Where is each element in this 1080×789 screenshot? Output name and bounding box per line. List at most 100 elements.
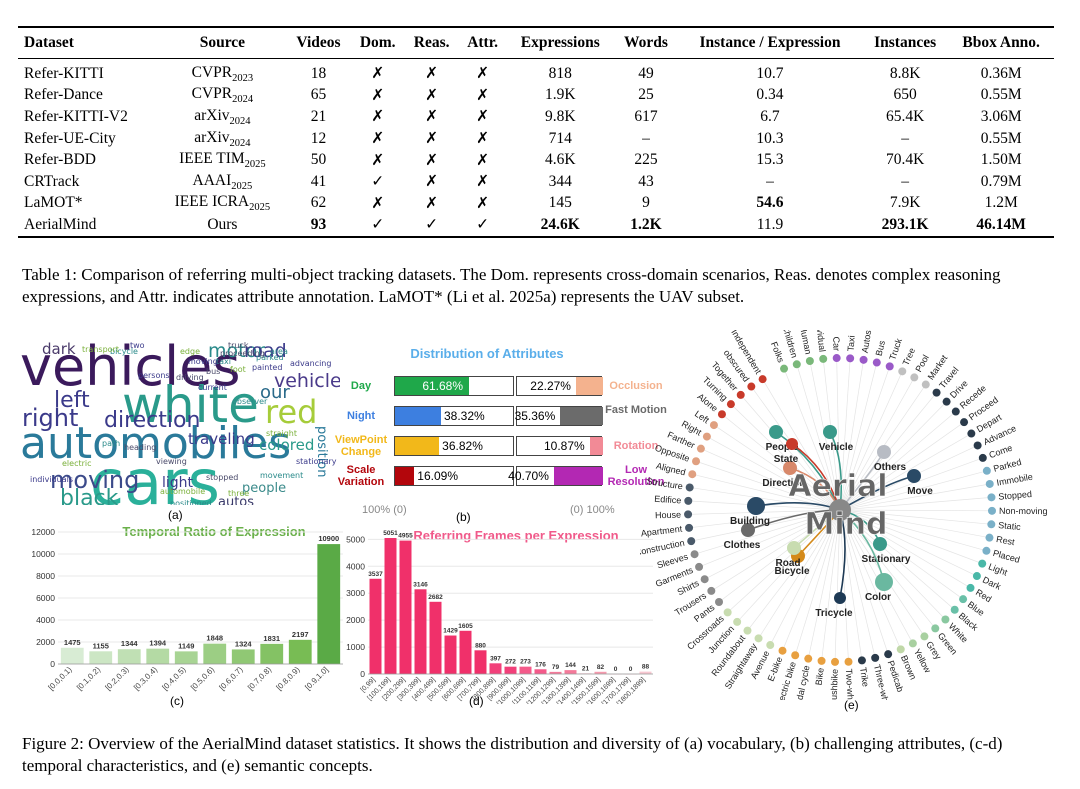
leaf-node (871, 653, 880, 662)
cell-ipe: 15.3 (756, 151, 784, 169)
table-header-3: Dom. (359, 34, 396, 51)
leaf-label: Trike (858, 667, 871, 688)
cell-src: CVPR2023 (191, 63, 254, 84)
leaf-node (684, 510, 693, 519)
concept-link (689, 509, 841, 529)
cell-ipe: – (766, 172, 774, 190)
category-node (741, 523, 755, 537)
word-small: three (228, 489, 250, 498)
leaf-node (966, 583, 975, 592)
bar-value-label: 1155 (93, 641, 109, 650)
bar (564, 670, 577, 674)
temporal-ratio-chart: Temporal Ratio of Expression020004000600… (31, 524, 343, 692)
word-right: right (22, 404, 79, 432)
table-header-4: Reas. (413, 34, 450, 51)
leaf-label: Static (998, 520, 1022, 532)
cell-videos: 62 (310, 194, 327, 212)
leaf-node (987, 520, 996, 529)
attr-bar-right: 35.36% (515, 406, 603, 426)
word-vehicles: vehicles (20, 340, 241, 398)
attr-bar-left: 36.82% (394, 436, 514, 456)
leaf-node (896, 645, 905, 654)
cell-ipe: 10.7 (756, 64, 784, 82)
table-row: LaMOT* IEEE ICRA2025 62 ✗ ✗ ✗ 145 9 54.6 7.9K 1.2M (18, 193, 1054, 215)
leaf-node (898, 367, 907, 376)
leaf-node (707, 586, 716, 595)
concept-link (839, 509, 914, 644)
cell-dataset: Refer-UE-City (24, 129, 116, 147)
cell-dataset: Refer-KITTI-V2 (24, 107, 128, 125)
word-small: transport (82, 345, 119, 354)
word-red: red (265, 393, 318, 431)
cell-dataset: AerialMind (24, 215, 97, 233)
attr-bar-right: 22.27% (516, 376, 603, 396)
word-cloud: vehicles white automobiles cars red left right… (20, 340, 340, 505)
leaf-label: Truck (887, 337, 904, 362)
cell-dom: ✗ (371, 86, 385, 104)
attr-axis-left: 100% (0) (362, 504, 407, 516)
y-tick-label: 10000 (31, 549, 55, 559)
leaf-node (696, 444, 705, 453)
category-label: Color (865, 592, 891, 603)
leaf-node (791, 651, 800, 660)
concept-link (691, 509, 841, 542)
attr-bar-value: 10.87% (543, 439, 585, 453)
leaf-label: Bus (874, 339, 888, 357)
cell-reas: ✗ (425, 108, 439, 126)
bar-value-label: 4955 (398, 533, 413, 540)
leaf-label: Placed (992, 548, 1021, 565)
word-cars: cars (90, 446, 220, 506)
y-tick-label: 6000 (36, 593, 55, 603)
concept-link (839, 509, 936, 629)
bar (146, 648, 170, 664)
concept-link (839, 457, 983, 511)
cell-inst: 8.8K (889, 64, 921, 82)
concept-link (839, 509, 889, 655)
attr-bar-right: 40.70% (508, 466, 603, 486)
leaf-node (780, 364, 789, 373)
bar (429, 601, 442, 674)
table-row: Refer-Dance CVPR2024 65 ✗ ✗ ✗ 1.9K 25 0.34 650 0.5… (18, 85, 1054, 107)
y-tick-label: 3000 (346, 588, 365, 598)
table-row: Refer-BDD IEEE TIM2025 50 ✗ ✗ ✗ 4.6K 225 15.3 70.… (18, 149, 1054, 171)
cell-dom: ✓ (371, 173, 385, 191)
word-small: advancing (290, 359, 332, 368)
word-small: truck (228, 341, 249, 350)
concept-link (704, 509, 841, 580)
leaf-node (692, 457, 701, 466)
cell-inst: 70.4K (885, 151, 925, 169)
cell-src: arXiv2024 (194, 128, 251, 149)
leaf-label: Come (988, 443, 1014, 461)
table-header-8: Instance / Expression (699, 34, 841, 51)
concept-link (839, 509, 992, 525)
cell-reas: ✗ (425, 130, 439, 148)
leaf-node (832, 354, 841, 363)
y-tick-label: 4000 (36, 615, 55, 625)
concept-link (730, 403, 841, 511)
table-row: AerialMind Ours 93 ✓ ✓ ✓ 24.6K 1.2K 11.9 293.1K 46… (18, 214, 1054, 237)
leaf-node (687, 537, 696, 546)
bar (369, 578, 382, 674)
cell-words: 1.2K (630, 215, 662, 233)
leaf-node (685, 483, 694, 492)
bar-value-label: 1429 (443, 628, 458, 635)
leaf-label: Two-wheeler (844, 668, 857, 700)
cell-ipe: 11.9 (756, 215, 784, 233)
referring-frames-chart: Referring Frames per Expression 0 1000 2000… (346, 528, 653, 704)
leaf-node (831, 657, 840, 666)
leaf-node (702, 432, 711, 441)
cell-bbox: 3.06M (980, 107, 1022, 125)
leaf-label: Car (831, 336, 841, 351)
bar-value-label: 1394 (149, 639, 167, 648)
cell-dataset: Refer-BDD (24, 151, 96, 169)
leaf-label: Rest (995, 534, 1016, 547)
cell-dataset: LaMOT* (24, 194, 83, 212)
concept-link (769, 509, 841, 646)
leaf-node (690, 550, 699, 559)
leaf-label: House (655, 510, 681, 521)
leaf-node (846, 354, 855, 363)
leaf-node (951, 407, 960, 416)
word-small: heading (124, 443, 157, 452)
word-autos: autos (218, 495, 255, 505)
concept-link (836, 358, 841, 511)
